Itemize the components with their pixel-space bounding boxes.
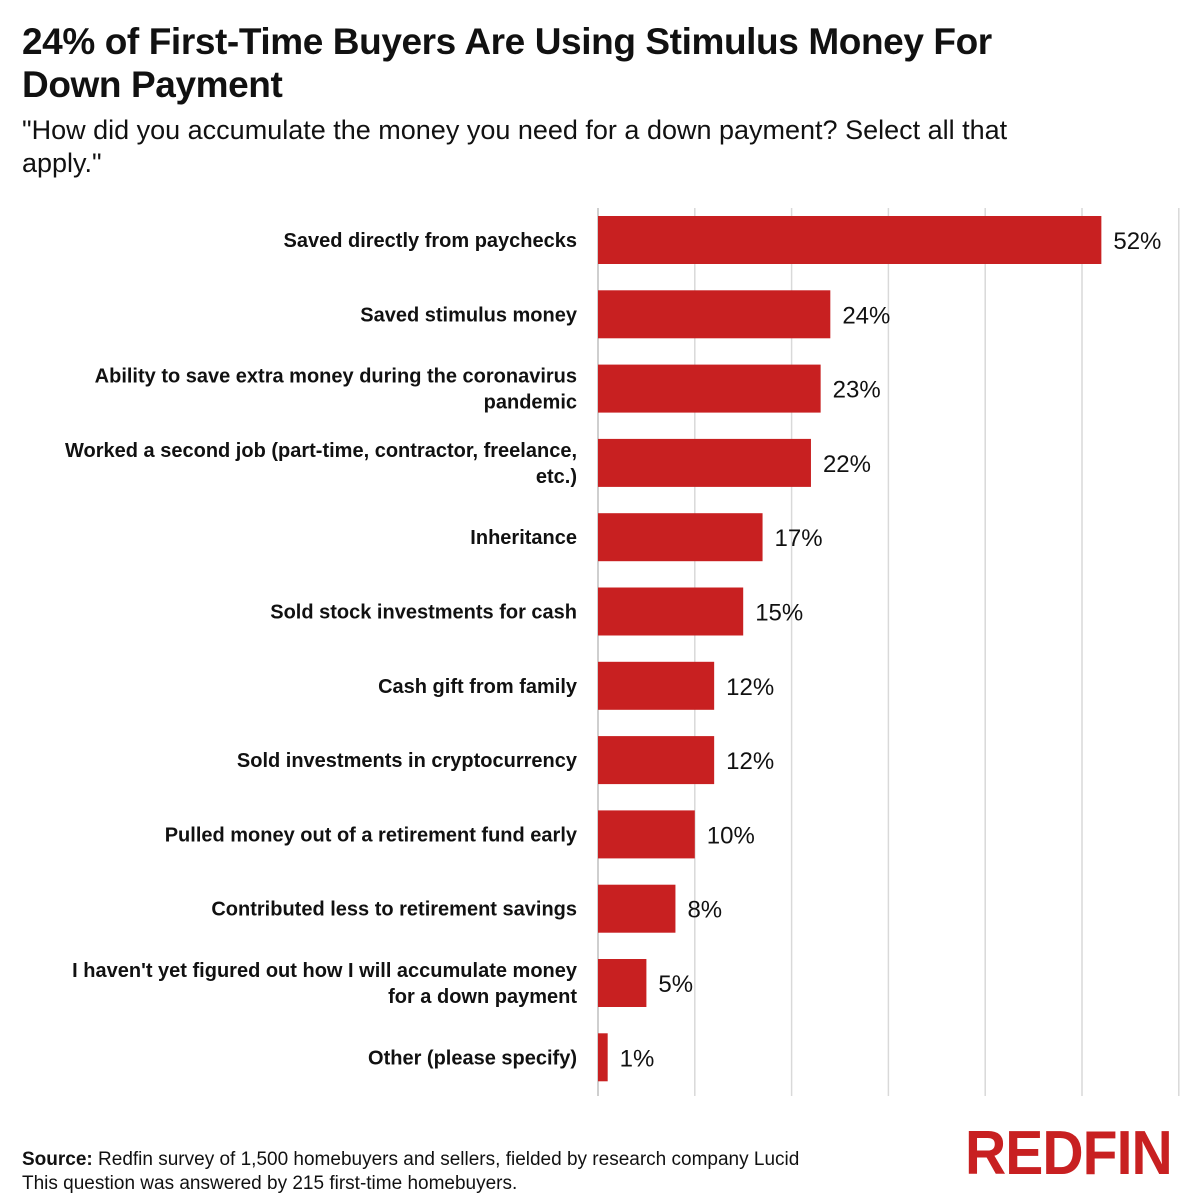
value-label: 5% [658, 971, 693, 998]
category-label: Saved directly from paychecks [284, 230, 577, 252]
footer-note: This question was answered by 215 first-… [22, 1173, 518, 1194]
category-label: Ability to save extra money during the c… [95, 366, 577, 414]
bar [598, 587, 744, 636]
chart-title: 24% of First-Time Buyers Are Using Stimu… [22, 21, 992, 105]
bar [598, 736, 715, 785]
value-label: 17% [775, 525, 823, 552]
bar [598, 1033, 608, 1082]
bar [598, 513, 763, 562]
value-label: 1% [620, 1045, 655, 1072]
category-label: Sold stock investments for cash [270, 602, 577, 624]
value-label: 52% [1113, 228, 1161, 255]
value-label: 15% [755, 600, 803, 627]
footer: Source: Redfin survey of 1,500 homebuyer… [22, 1148, 942, 1196]
category-label: Contributed less to retirement savings [211, 899, 577, 921]
chart-subtitle: "How did you accumulate the money you ne… [22, 115, 1008, 178]
value-label: 8% [687, 897, 722, 924]
redfin-logo: REDFIN [965, 1119, 1173, 1188]
value-label: 22% [823, 451, 871, 478]
category-label: Inheritance [470, 527, 577, 549]
source-text: Redfin survey of 1,500 homebuyers and se… [92, 1149, 800, 1170]
source-line: Source: Redfin survey of 1,500 homebuyer… [22, 1148, 942, 1172]
bar [598, 216, 1102, 264]
bar [598, 290, 831, 339]
category-label: Cash gift from family [378, 676, 578, 698]
value-label: 24% [842, 302, 890, 329]
value-label: 12% [726, 748, 774, 775]
bar [598, 884, 676, 933]
bar [598, 810, 695, 859]
category-label: Worked a second job (part-time, contract… [65, 440, 577, 488]
bar [598, 959, 647, 1007]
category-label: Pulled money out of a retirement fund ea… [165, 824, 578, 846]
value-label: 12% [726, 674, 774, 701]
bar [598, 661, 715, 710]
category-label: Other (please specify) [368, 1047, 577, 1069]
source-label: Source: [22, 1149, 93, 1170]
category-label: Saved stimulus money [360, 304, 578, 326]
category-label: Sold investments in cryptocurrency [237, 750, 578, 772]
bar [598, 438, 811, 487]
value-label: 23% [833, 377, 881, 404]
value-label: 10% [707, 822, 755, 849]
bar [598, 364, 821, 413]
bar-chart: Saved directly from paychecks 52% Saved st… [65, 208, 1180, 1096]
category-label: I haven't yet figured out how I will acc… [72, 960, 578, 1008]
